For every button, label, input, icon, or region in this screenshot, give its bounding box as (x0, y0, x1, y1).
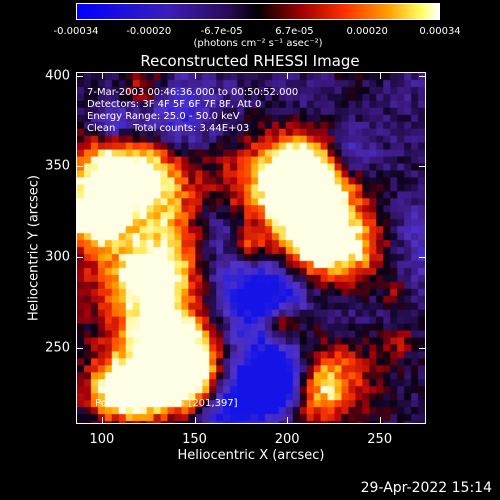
y-tick-mark (76, 257, 83, 259)
clean-annotation: Clean (87, 123, 116, 134)
y-tick-label: 250 (45, 340, 70, 356)
colorbar-tick-label: 0.00020 (346, 26, 388, 37)
colorbar-tick-label: -0.00020 (126, 26, 172, 37)
y-tick-mark (419, 347, 426, 349)
x-tick-mark (101, 72, 103, 79)
colorbar-tick-label: -6.7e-05 (200, 26, 243, 37)
y-tick-label: 300 (45, 249, 70, 265)
y-tick-label: 400 (45, 68, 70, 84)
x-tick-label: 100 (89, 432, 115, 447)
colorbar (76, 3, 440, 20)
y-tick-label: 350 (45, 158, 70, 174)
y-tick-mark (419, 257, 426, 259)
x-tick-mark (194, 72, 196, 79)
colorbar-tick-label: -0.00034 (53, 26, 99, 37)
y-tick-mark (419, 75, 426, 77)
x-tick-mark (287, 417, 289, 424)
x-tick-mark (379, 417, 381, 424)
x-tick-mark (101, 417, 103, 424)
colorbar-tick-label: 6.7e-05 (275, 26, 314, 37)
x-tick-label: 150 (182, 432, 207, 447)
total-counts-annotation: Total counts: 3.44E+03 (133, 123, 250, 134)
colorbar-unit-label: (photons cm⁻² s⁻¹ asec⁻²) (193, 38, 323, 49)
heatmap-image (77, 73, 425, 423)
y-tick-mark (76, 75, 83, 77)
x-tick-label: 250 (367, 432, 393, 447)
plot-area: 7-Mar-2003 00:46:36.000 to 00:50:52.000 … (76, 72, 426, 424)
colorbar-tick-label: 0.00034 (419, 26, 461, 37)
y-axis-label: Heliocentric Y (arcsec) (26, 175, 42, 321)
y-tick-mark (76, 166, 83, 168)
x-tick-mark (287, 72, 289, 79)
plot-title: Reconstructed RHESSI Image (140, 52, 360, 70)
time-range-annotation: 7-Mar-2003 00:46:36.000 to 00:50:52.000 (87, 87, 299, 98)
y-tick-mark (76, 347, 83, 349)
energy-range-annotation: Energy Range: 25.0 - 50.0 keV (87, 111, 240, 122)
x-tick-label: 200 (274, 432, 300, 447)
y-tick-mark (419, 166, 426, 168)
timestamp: 29-Apr-2022 15:14 (360, 480, 492, 496)
peak-position-annotation: Position of Peak = [201,397] (95, 398, 238, 409)
x-tick-mark (194, 417, 196, 424)
x-tick-mark (379, 72, 381, 79)
detectors-annotation: Detectors: 3F 4F 5F 6F 7F 8F, Att 0 (87, 99, 262, 110)
x-axis-label: Heliocentric X (arcsec) (177, 448, 325, 463)
